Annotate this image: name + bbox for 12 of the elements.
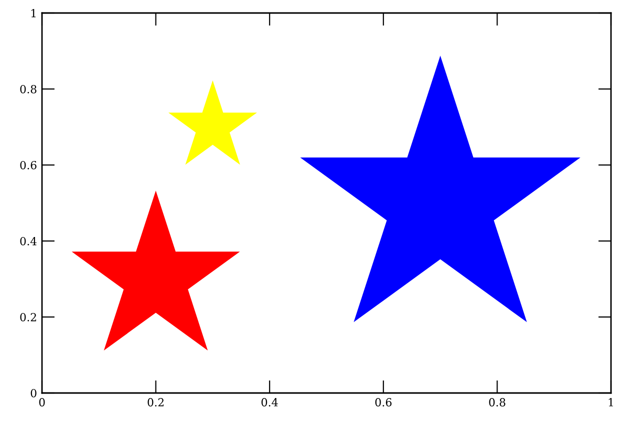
y-tick-label: 1 xyxy=(31,8,36,18)
x-tick-label: 0.8 xyxy=(489,398,506,406)
y-tick-label: 0 xyxy=(30,388,36,398)
y-tick-label: 0.8 xyxy=(20,84,36,94)
x-tick-label: 0.6 xyxy=(375,398,392,406)
x-tick-label: 0.4 xyxy=(262,398,278,406)
x-tick-label: 0 xyxy=(39,398,45,406)
y-tick-label: 0.2 xyxy=(20,312,36,322)
x-tick-label: 1 xyxy=(608,398,613,406)
y-tick-label: 0.6 xyxy=(20,160,36,170)
y-tick-label: 0.4 xyxy=(20,236,37,246)
x-tick-label: 0.2 xyxy=(148,398,164,406)
